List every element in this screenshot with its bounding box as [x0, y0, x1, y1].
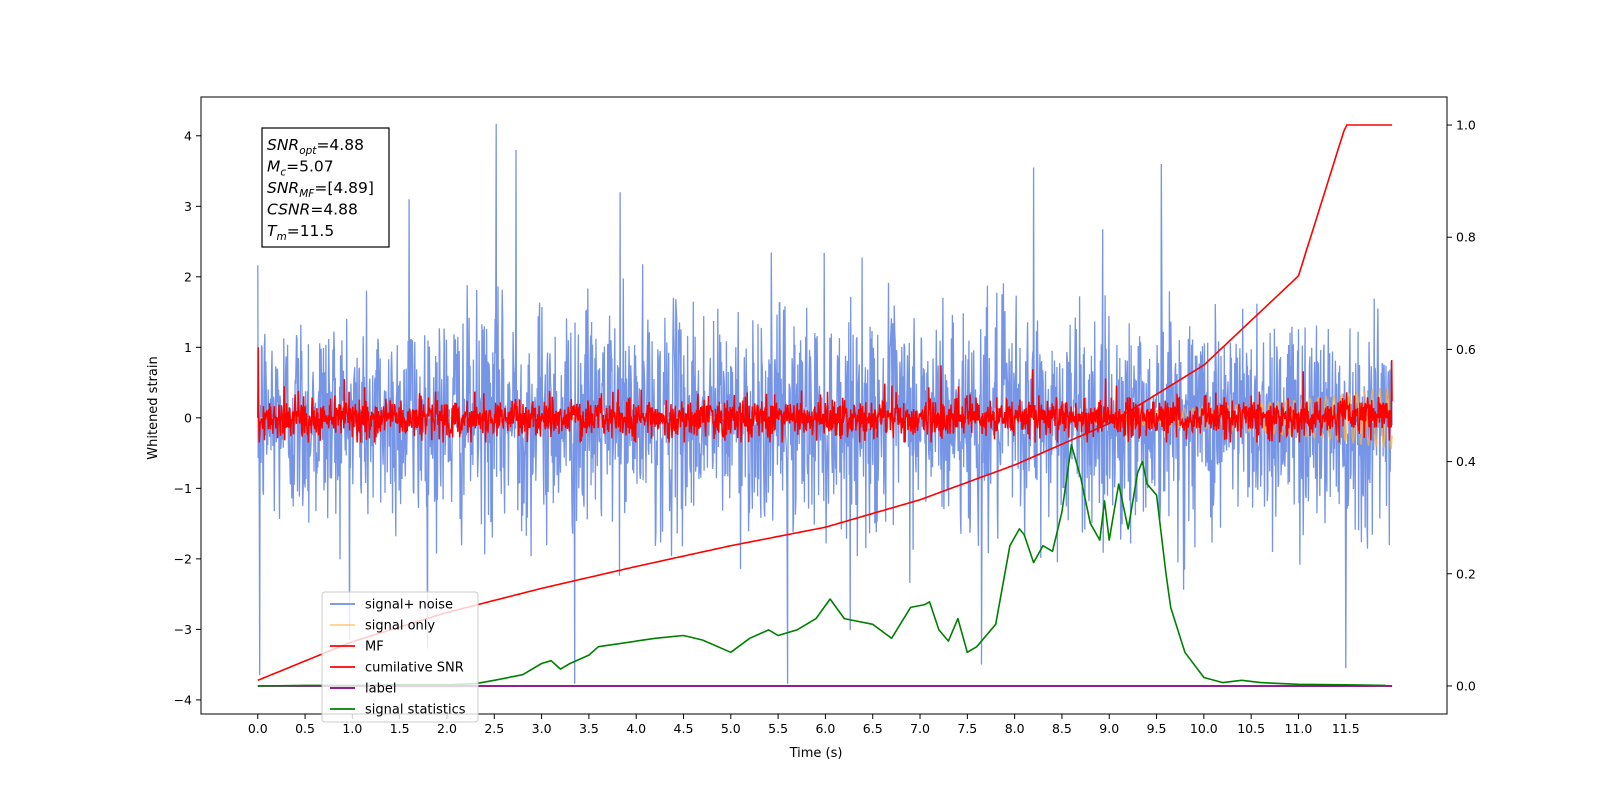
x-tick-label: 1.0: [342, 721, 362, 736]
x-tick-label: 1.5: [390, 721, 410, 736]
legend-entry: label: [365, 682, 396, 697]
legend-entry: signal statistics: [365, 703, 466, 718]
x-tick-label: 3.0: [532, 721, 552, 736]
x-tick-label: 0.5: [295, 721, 315, 736]
stats-line: Mc=5.07: [267, 158, 334, 179]
x-tick-label: 0.0: [248, 721, 268, 736]
x-tick-label: 5.5: [768, 721, 788, 736]
x-tick-label: 11.0: [1285, 721, 1313, 736]
x-tick-label: 10.5: [1237, 721, 1265, 736]
x-tick-label: 2.0: [437, 721, 457, 736]
x-tick-label: 4.0: [626, 721, 646, 736]
y-tick-label: −1: [174, 481, 192, 496]
y-tick-label: 4: [184, 128, 192, 143]
axes-frame: [200, 96, 1448, 715]
y2-tick-label: 0.0: [1456, 678, 1476, 693]
legend-entry: signal only: [365, 619, 435, 634]
x-axis-label: Time (s): [789, 746, 843, 761]
x-tick-label: 9.5: [1147, 721, 1167, 736]
y2-tick-label: 0.2: [1456, 566, 1476, 581]
x-tick-label: 4.5: [674, 721, 694, 736]
y2-tick-label: 0.8: [1456, 230, 1476, 245]
x-tick-label: 8.5: [1052, 721, 1072, 736]
y2-tick-label: 0.4: [1456, 454, 1476, 469]
series-signal-statistics: [257, 443, 1386, 687]
stats-line: CSNR=4.88: [267, 201, 358, 219]
x-tick-label: 6.5: [863, 721, 883, 736]
y-tick-label: 0: [184, 410, 192, 425]
x-tick-label: 7.0: [910, 721, 930, 736]
y-tick-label: 2: [184, 269, 192, 284]
x-tick-label: 6.0: [815, 721, 835, 736]
x-tick-label: 8.0: [1005, 721, 1025, 736]
legend-entry: signal+ noise: [365, 598, 453, 613]
y-axis-label: Whitened strain: [146, 356, 161, 459]
stats-line: Tm=11.5: [267, 222, 334, 243]
y-tick-label: −3: [174, 622, 192, 637]
x-tick-label: 5.0: [721, 721, 741, 736]
legend-frame: [321, 591, 479, 723]
legend-entry: cumilative SNR: [365, 661, 464, 676]
series-mf: [257, 347, 1393, 443]
y-tick-label: −2: [174, 551, 192, 566]
x-tick-label: 10.0: [1190, 721, 1218, 736]
x-tick-label: 3.5: [579, 721, 599, 736]
x-tick-label: 9.0: [1099, 721, 1119, 736]
stats-line: SNRopt=4.88: [267, 136, 364, 157]
legend-entry: MF: [365, 640, 384, 655]
stats-box-frame: [261, 127, 390, 248]
y-tick-label: 3: [184, 199, 192, 214]
stats-line: SNRMF=[4.89]: [267, 179, 374, 200]
y2-tick-label: 1.0: [1456, 118, 1476, 133]
axes: 0.0 0.5 1.0 1.5 2.0 2.5 3.0 3.5 4.0 4.5 5.0 5.5 6.0 6…: [174, 96, 1476, 736]
x-tick-label: 11.5: [1332, 721, 1360, 736]
x-tick-label: 2.5: [484, 721, 504, 736]
y-tick-label: −4: [174, 692, 192, 707]
y-tick-label: 1: [184, 340, 192, 355]
x-tick-label: 7.5: [957, 721, 977, 736]
legend: signal+ noise signal only MF cumilative SNR…: [321, 591, 479, 723]
y2-tick-label: 0.6: [1456, 342, 1476, 357]
